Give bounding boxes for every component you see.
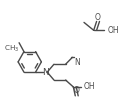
Text: N: N (74, 58, 80, 67)
Text: O: O (74, 86, 80, 95)
Text: O: O (95, 13, 101, 22)
Text: N: N (42, 68, 49, 77)
Text: CH$_3$: CH$_3$ (4, 44, 19, 54)
Text: OH: OH (84, 82, 96, 91)
Text: OH: OH (107, 26, 119, 35)
